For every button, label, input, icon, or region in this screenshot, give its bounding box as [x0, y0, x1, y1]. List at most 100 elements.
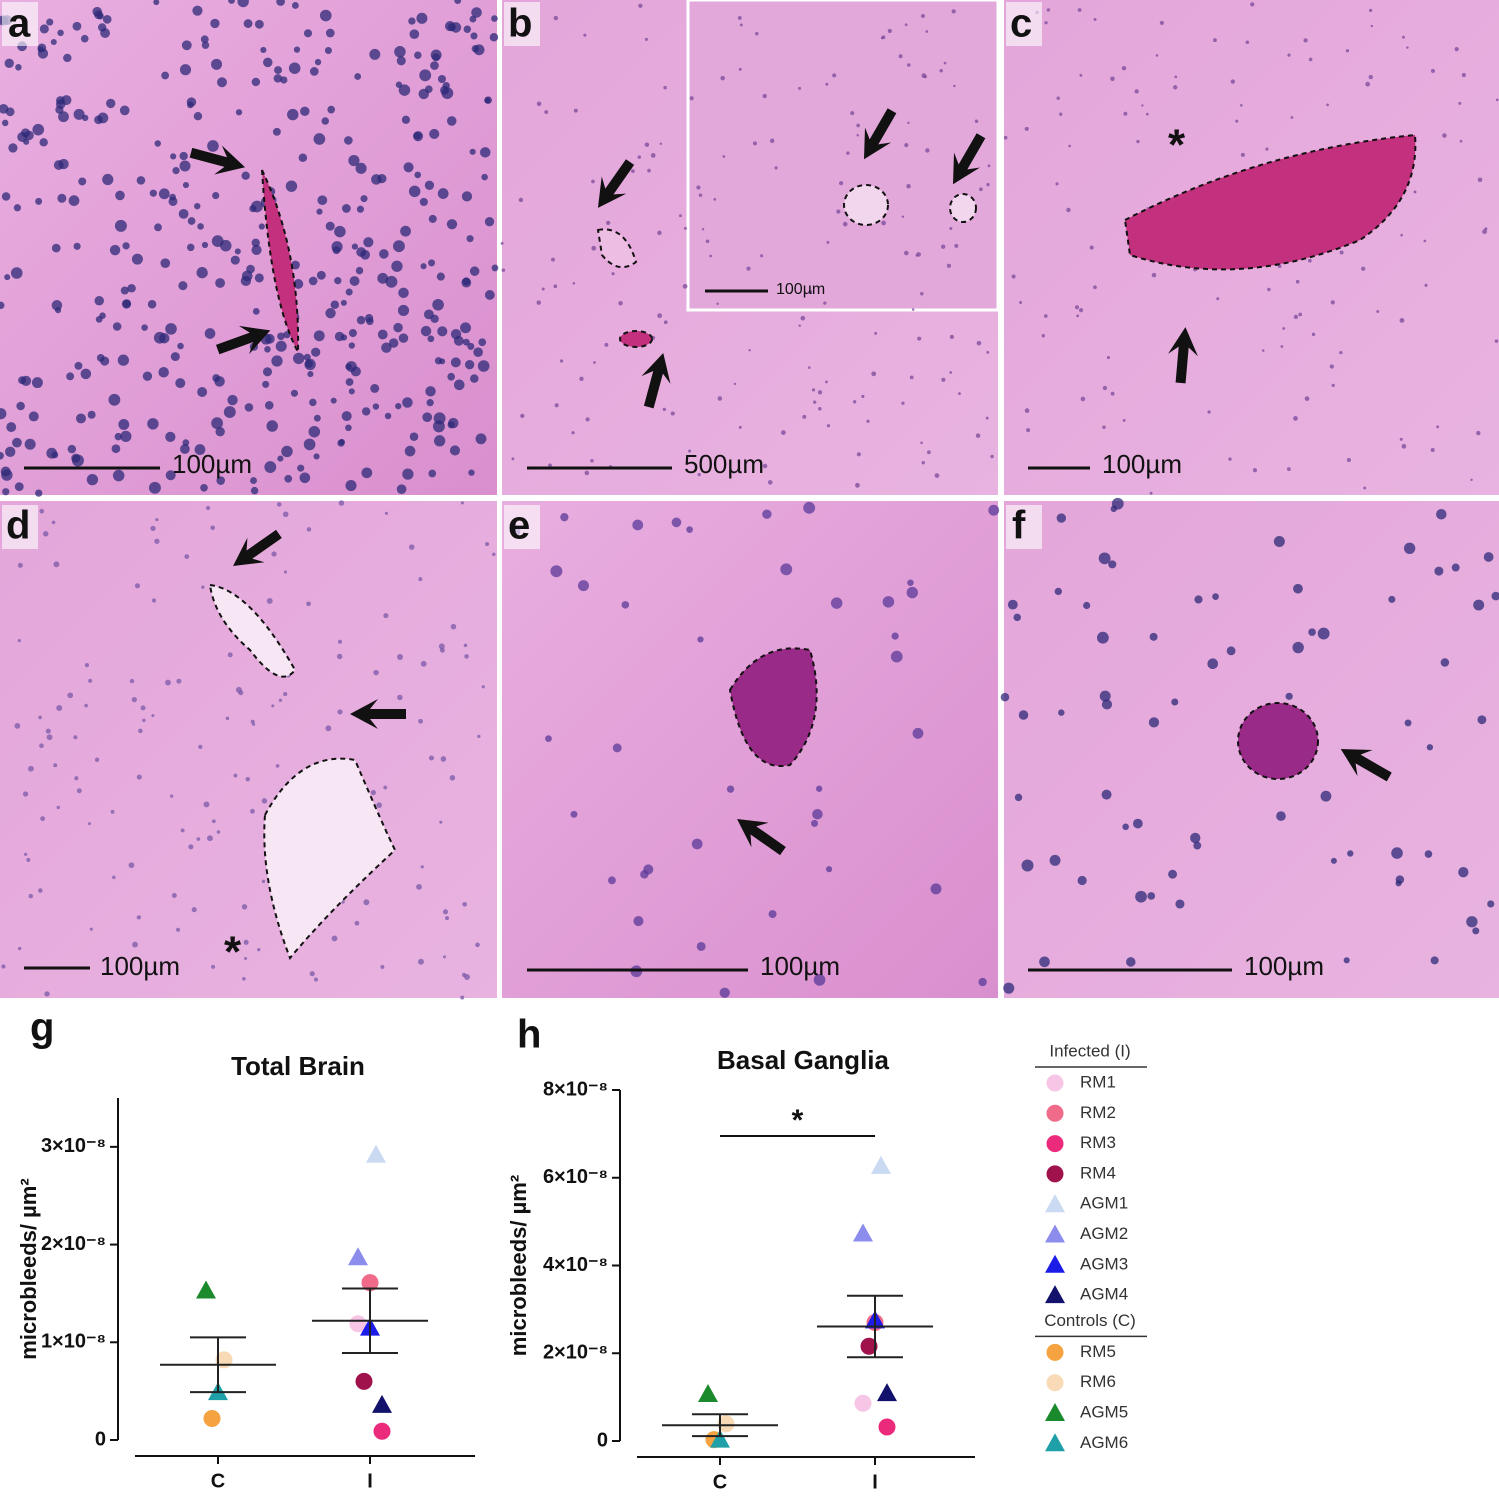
nucleus — [377, 272, 389, 284]
nucleus — [475, 942, 480, 948]
nucleus — [1049, 854, 1061, 866]
nucleus — [348, 329, 357, 338]
nucleus — [1308, 57, 1313, 62]
legend-label: AGM5 — [1080, 1402, 1128, 1421]
nucleus — [1454, 46, 1459, 52]
nucleus — [154, 140, 161, 147]
nucleus — [298, 153, 308, 162]
nucleus — [324, 47, 332, 55]
legend-label: RM2 — [1080, 1103, 1116, 1122]
nucleus — [477, 360, 490, 372]
nucleus — [148, 481, 161, 494]
y-tick-label: 8×10⁻⁸ — [543, 1078, 608, 1100]
nucleus — [990, 454, 994, 459]
nucleus — [1292, 641, 1304, 654]
nucleus — [313, 977, 319, 982]
nucleus — [917, 336, 922, 341]
nucleus — [978, 977, 987, 987]
nucleus — [188, 844, 194, 850]
label-box — [2, 2, 38, 46]
nucleus — [250, 477, 257, 485]
nucleus — [485, 542, 490, 547]
nucleus — [611, 272, 615, 276]
nucleus — [440, 756, 447, 762]
nucleus — [446, 219, 458, 230]
nucleus — [313, 133, 326, 145]
nucleus — [39, 743, 44, 749]
nucleus — [798, 86, 802, 90]
nucleus — [1077, 875, 1087, 886]
nucleus — [337, 709, 343, 715]
nucleus — [484, 217, 495, 227]
nucleus — [80, 34, 89, 43]
nucleus — [927, 450, 931, 455]
nucleus — [583, 33, 587, 37]
nucleus — [1207, 658, 1219, 670]
legend-title: Controls (C) — [1044, 1311, 1136, 1330]
legend-label: RM5 — [1080, 1342, 1116, 1361]
panel-label: b — [508, 2, 532, 46]
nucleus — [299, 472, 311, 484]
nucleus — [1404, 719, 1412, 727]
nucleus — [39, 508, 45, 514]
nucleus — [204, 328, 216, 339]
nucleus — [1442, 133, 1447, 138]
nucleus — [230, 255, 240, 265]
nucleus — [590, 458, 594, 463]
nucleus — [398, 287, 409, 299]
nucleus — [1102, 385, 1108, 391]
nucleus — [1126, 957, 1136, 967]
nucleus — [276, 0, 285, 6]
scale-bars — [24, 289, 1232, 972]
nucleus — [657, 313, 663, 319]
nucleus — [874, 331, 878, 335]
nucleus — [559, 359, 564, 363]
nucleus — [99, 312, 106, 319]
nucleus — [136, 774, 142, 780]
nucleus — [1077, 8, 1082, 12]
nucleus — [252, 722, 256, 726]
nucleus — [1395, 880, 1402, 887]
nucleus — [46, 18, 54, 26]
nucleus — [316, 270, 326, 280]
nucleus — [946, 263, 952, 268]
nucleus — [181, 40, 192, 51]
nucleus — [1330, 857, 1337, 864]
nucleus — [344, 136, 353, 145]
nucleus — [1477, 715, 1487, 725]
nucleus — [1482, 229, 1487, 235]
nucleus — [492, 552, 496, 557]
nucleus — [1089, 245, 1094, 250]
y-tick-label: 1×10⁻⁸ — [41, 1331, 106, 1353]
nucleus — [180, 828, 185, 833]
vessel-outline — [1123, 133, 1417, 271]
nucleus — [856, 133, 860, 137]
nucleus — [409, 29, 420, 39]
y-tick-label: 0 — [95, 1428, 106, 1450]
nucleus — [187, 217, 196, 225]
nucleus — [536, 300, 541, 305]
nucleus — [422, 412, 433, 423]
nucleus — [1339, 250, 1344, 255]
nucleus — [1308, 628, 1316, 636]
nucleus — [420, 263, 427, 270]
nucleus — [418, 577, 423, 582]
nucleus — [176, 678, 182, 684]
nucleus — [1108, 560, 1117, 569]
nucleus — [284, 474, 293, 483]
nucleus — [241, 904, 248, 910]
nucleus — [264, 400, 274, 410]
nucleus — [147, 299, 157, 309]
nucleus — [584, 470, 590, 476]
nucleus — [134, 583, 140, 589]
nucleus — [940, 244, 946, 249]
nucleus — [1473, 599, 1485, 611]
y-tick-label: 2×10⁻⁸ — [543, 1342, 608, 1364]
nucleus — [402, 468, 414, 480]
nucleus — [762, 93, 767, 99]
nucleus — [1365, 81, 1371, 87]
nucleus — [432, 298, 444, 311]
charts: g Total Brain microbleeds/ µm² 0 1×10⁻⁸ 2×10⁻… — [16, 1006, 975, 1493]
nucleus — [949, 371, 953, 374]
nucleus — [1273, 535, 1285, 548]
